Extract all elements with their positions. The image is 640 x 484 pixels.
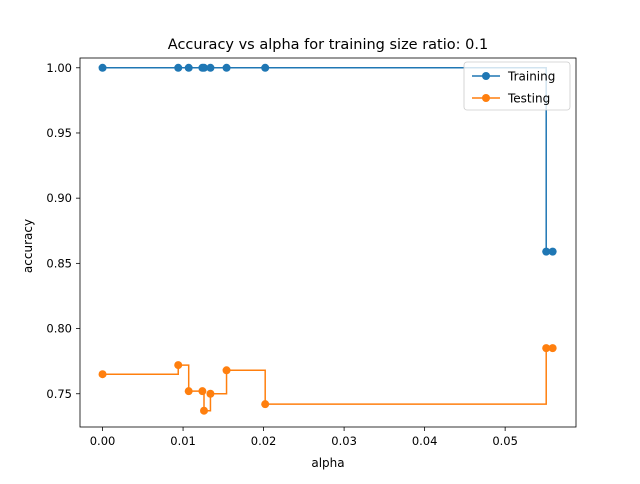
data-point-testing bbox=[548, 344, 557, 353]
data-point-training bbox=[222, 63, 231, 72]
legend-label-training: Training bbox=[507, 70, 555, 84]
data-point-testing bbox=[261, 400, 270, 409]
legend-marker-testing bbox=[482, 94, 490, 102]
y-tick-label: 0.85 bbox=[46, 256, 72, 270]
data-point-training bbox=[174, 63, 183, 72]
data-point-testing bbox=[206, 389, 215, 398]
data-point-testing bbox=[542, 344, 551, 353]
y-tick-label: 0.80 bbox=[46, 322, 72, 336]
y-tick-label: 0.90 bbox=[46, 191, 72, 205]
data-point-testing bbox=[222, 366, 231, 375]
x-tick-label: 0.02 bbox=[251, 434, 277, 448]
axes-frame bbox=[79, 57, 577, 428]
data-point-training bbox=[548, 247, 557, 256]
x-tick-label: 0.05 bbox=[492, 434, 518, 448]
legend-label-testing: Testing bbox=[507, 92, 550, 106]
y-tick-label: 0.75 bbox=[46, 387, 72, 401]
data-point-training bbox=[184, 63, 193, 72]
data-point-testing bbox=[200, 406, 208, 415]
data-point-testing bbox=[184, 387, 193, 396]
data-point-training bbox=[98, 63, 107, 72]
x-tick-label: 0.00 bbox=[90, 434, 116, 448]
axis-ticks: 0.00 0.01 0.02 0.03 0.04 0.05 0.75 0.80 0.85 0.90… bbox=[46, 61, 518, 448]
chart-title: Accuracy vs alpha for training size rati… bbox=[168, 37, 488, 53]
x-tick-label: 0.03 bbox=[331, 434, 357, 448]
data-point-training bbox=[206, 63, 215, 72]
series-line-testing bbox=[102, 347, 553, 412]
data-point-testing bbox=[98, 370, 107, 379]
data-point-training bbox=[200, 63, 208, 72]
y-axis-label: accuracy bbox=[21, 219, 35, 273]
data-point-training bbox=[261, 63, 270, 72]
plot-area bbox=[79, 57, 577, 428]
data-point-testing bbox=[174, 361, 183, 370]
y-tick-label: 1.00 bbox=[46, 61, 72, 75]
legend: Training Testing bbox=[463, 61, 571, 111]
x-tick-label: 0.04 bbox=[412, 434, 438, 448]
x-axis-label: alpha bbox=[311, 456, 344, 470]
legend-marker-training bbox=[482, 72, 490, 80]
x-tick-label: 0.01 bbox=[170, 434, 196, 448]
y-tick-label: 0.95 bbox=[46, 126, 72, 140]
data-point-training bbox=[542, 247, 551, 256]
data-point-testing bbox=[198, 387, 207, 396]
